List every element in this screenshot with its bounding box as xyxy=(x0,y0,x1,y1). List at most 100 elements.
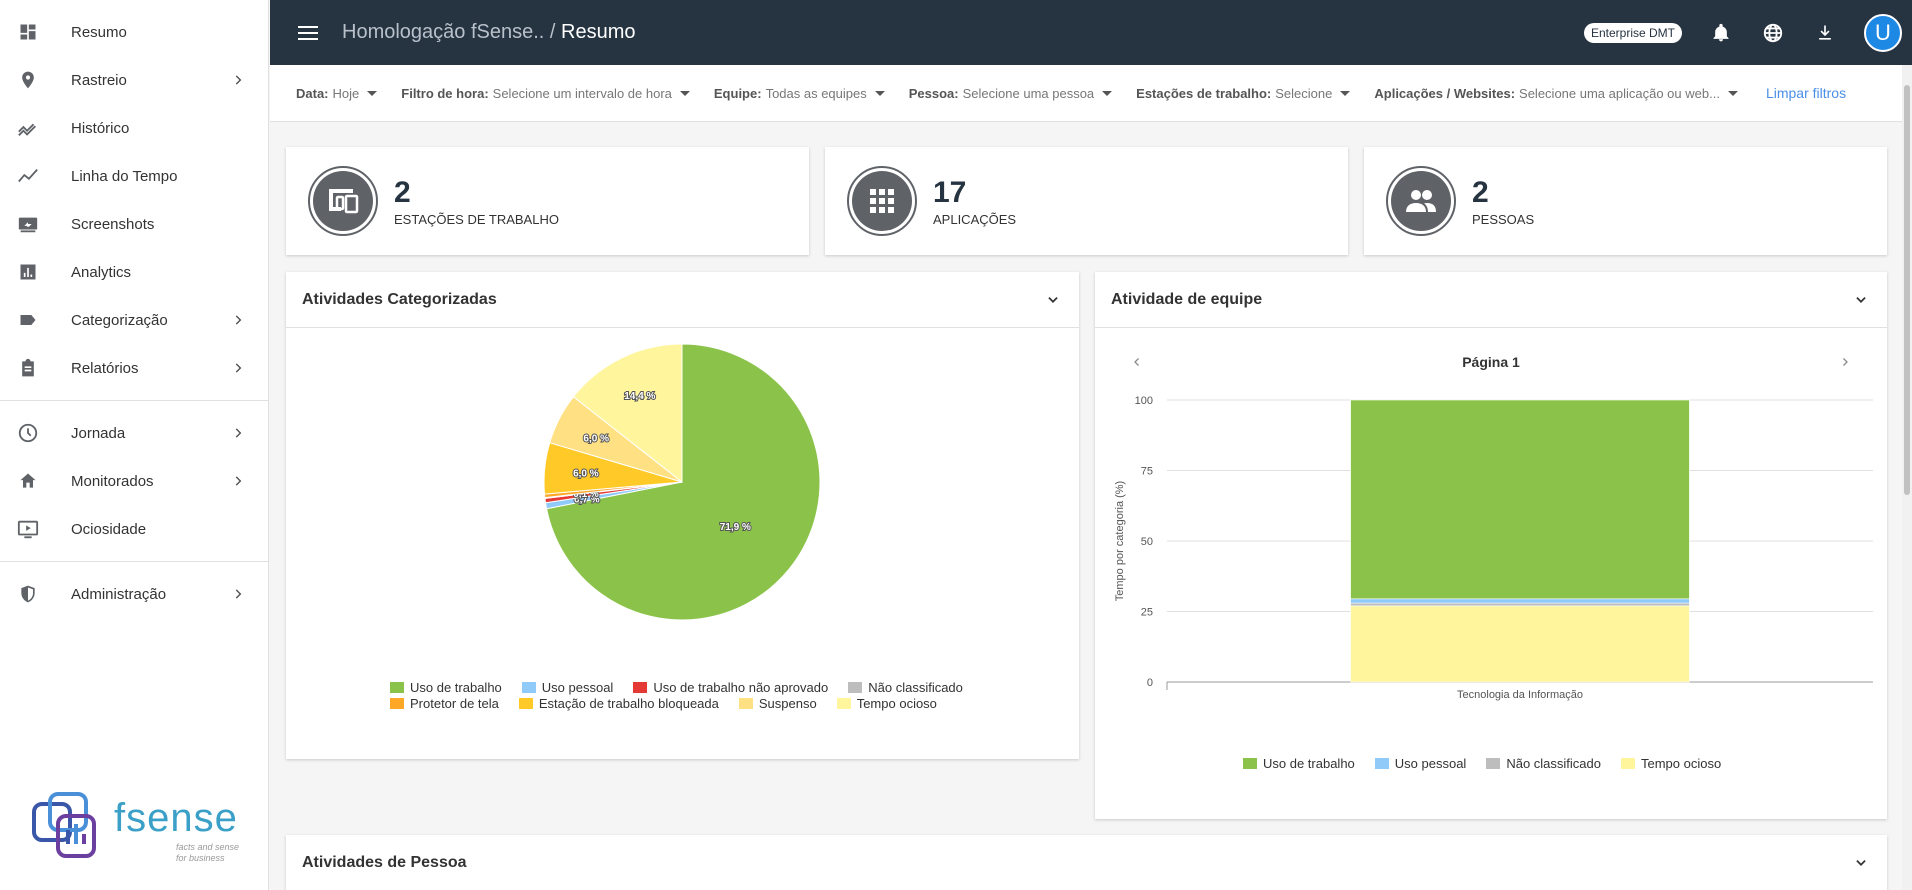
y-tick-label: 0 xyxy=(1147,677,1153,689)
caret-down-icon xyxy=(874,90,885,96)
caret-down-icon xyxy=(1340,90,1351,96)
bar-segment-uso-pessoal[interactable] xyxy=(1350,598,1690,604)
monitor-play-icon xyxy=(16,517,40,541)
plan-badge: Enterprise DMT xyxy=(1583,22,1682,43)
chevron-right-icon xyxy=(228,423,248,443)
chevron-left-icon[interactable] xyxy=(1131,354,1147,370)
legend-item-uso-de-trabalho[interactable]: Uso de trabalho xyxy=(390,680,502,695)
scrollbar-thumb[interactable] xyxy=(1904,85,1910,495)
globe-icon[interactable] xyxy=(1760,20,1786,46)
legend-item-estacao-de-trabalho-bloqueada[interactable]: Estação de trabalho bloqueada xyxy=(518,696,719,711)
legend-label: Não classificado xyxy=(1506,756,1601,771)
clipboard-icon xyxy=(16,356,40,380)
filter-value: Todas as equipes xyxy=(765,85,867,101)
filter-estacoes[interactable]: Estações de trabalho: Selecione xyxy=(1136,85,1351,101)
filter-value: Selecione um intervalo de hora xyxy=(492,85,672,101)
sidebar-item-label: Ociosidade xyxy=(71,520,147,538)
legend-swatch xyxy=(1243,758,1257,769)
people-circle xyxy=(1386,166,1456,236)
legend-swatch xyxy=(1620,758,1635,769)
sidebar-item-resumo[interactable]: Resumo xyxy=(0,8,268,56)
legend-item-uso-pessoal[interactable]: Uso pessoal xyxy=(521,680,613,695)
stat-card-workstations: 2 ESTAÇÕES DE TRABALHO xyxy=(286,147,809,255)
sidebar-item-administracao[interactable]: Administração xyxy=(0,570,268,618)
panel-person-activities: Atividades de Pessoa xyxy=(286,835,1887,890)
sidebar-item-historico[interactable]: Histórico xyxy=(0,104,268,152)
legend-swatch xyxy=(1374,758,1389,769)
y-tick-label: 75 xyxy=(1141,466,1153,478)
legend-item-nao-classificado[interactable]: Não classificado xyxy=(848,680,963,695)
breadcrumb-org[interactable]: Homologação fSense.. / xyxy=(342,21,556,43)
legend-item-uso-de-trabalho[interactable]: Uso de trabalho xyxy=(1243,756,1355,771)
filter-equipe[interactable]: Equipe: Todas as equipes xyxy=(714,86,885,101)
clear-filters-link[interactable]: Limpar filtros xyxy=(1765,85,1847,101)
chevron-down-icon[interactable] xyxy=(1851,853,1871,873)
legend-item-tempo-ocioso[interactable]: Tempo ocioso xyxy=(836,696,937,711)
download-icon[interactable] xyxy=(1812,20,1838,46)
bar-legend: Uso de trabalho Uso pessoal Não classifica… xyxy=(1243,756,1741,771)
legend-item-protetor-de-tela[interactable]: Protetor de tela xyxy=(390,696,499,711)
panel-title: Atividades de Pessoa xyxy=(302,854,467,871)
menu-icon[interactable] xyxy=(296,21,320,45)
filter-label: Filtro de hora: xyxy=(401,85,489,101)
sidebar-item-label: Resumo xyxy=(71,23,127,41)
filter-label: Equipe: xyxy=(713,85,762,101)
stat-label: APLICAÇÕES xyxy=(933,211,1017,227)
legend-item-uso-pessoal[interactable]: Uso pessoal xyxy=(1374,756,1467,771)
panel-categorized-activities: Atividades Categorizadas 71,9 % 0,7 % 0,1 … xyxy=(286,272,1079,759)
legend-label: Uso de trabalho não aprovado xyxy=(653,680,829,695)
sidebar-item-relatorios[interactable]: Relatórios xyxy=(0,344,268,392)
avatar[interactable]: U xyxy=(1864,13,1902,52)
stat-number: 2 xyxy=(394,175,411,209)
sidebar-item-jornada[interactable]: Jornada xyxy=(0,409,268,457)
bell-icon[interactable] xyxy=(1708,20,1734,46)
filter-hora[interactable]: Filtro de hora: Selecione um intervalo de… xyxy=(401,86,690,101)
stat-number: 17 xyxy=(933,175,967,209)
filter-aplicacoes[interactable]: Aplicações / Websites: Selecione uma apli… xyxy=(1374,86,1738,101)
sidebar-item-categorizacao[interactable]: Categorização xyxy=(0,296,268,344)
chevron-down-icon[interactable] xyxy=(1043,290,1063,310)
stacked-bar-chart: 0 25 50 75 100 Tempo por categoria (%) Tecnolo… xyxy=(1114,395,1873,701)
sidebar-item-label: Analytics xyxy=(71,263,132,281)
chevron-down-icon[interactable] xyxy=(1851,290,1871,310)
bar-segment-uso-de-trabalho[interactable] xyxy=(1350,399,1690,600)
panel-title: Atividade de equipe xyxy=(1111,290,1263,308)
logo-tagline-1: facts and sense xyxy=(176,842,240,852)
legend-label: Uso pessoal xyxy=(1394,756,1467,771)
pie-data-label: 14,4 % xyxy=(624,391,655,402)
pie-slice-tempo-ocioso[interactable] xyxy=(572,343,683,484)
sidebar-item-ociosidade[interactable]: Ociosidade xyxy=(0,505,268,553)
sidebar-item-analytics[interactable]: Analytics xyxy=(0,248,268,296)
legend-item-uso-de-trabalho-nao-aprovado[interactable]: Uso de trabalho não aprovado xyxy=(633,680,828,695)
x-tick-label: Tecnologia da Informação xyxy=(1457,689,1583,701)
nav-divider xyxy=(0,400,268,401)
sidebar-item-label: Histórico xyxy=(71,119,130,137)
sidebar-item-linha-do-tempo[interactable]: Linha do Tempo xyxy=(0,152,268,200)
sidebar-item-label: Linha do Tempo xyxy=(71,167,178,185)
sidebar-item-label: Administração xyxy=(71,585,167,603)
bar-segment-tempo-ocioso[interactable] xyxy=(1350,605,1690,683)
sidebar-item-screenshots[interactable]: Screenshots xyxy=(0,200,268,248)
legend-item-suspenso[interactable]: Suspenso xyxy=(738,696,817,711)
chevron-right-icon xyxy=(228,358,248,378)
filter-label: Pessoa: xyxy=(908,85,959,101)
filter-label: Estações de trabalho: xyxy=(1136,85,1272,101)
nav-group-journey: Jornada Monitorados Ociosidade xyxy=(0,409,268,553)
filter-pessoa[interactable]: Pessoa: Selecione uma pessoa xyxy=(908,85,1113,101)
caret-down-icon xyxy=(679,90,690,96)
bar-segment-nao-classificado[interactable] xyxy=(1350,602,1690,607)
nav-divider xyxy=(0,561,268,562)
pie-slice-uso-de-trabalho[interactable] xyxy=(546,343,821,621)
sidebar-item-label: Relatórios xyxy=(71,359,139,377)
sidebar-item-rastreio[interactable]: Rastreio xyxy=(0,56,268,104)
stat-label: PESSOAS xyxy=(1472,211,1535,227)
sidebar-item-monitorados[interactable]: Monitorados xyxy=(0,457,268,505)
legend-item-tempo-ocioso[interactable]: Tempo ocioso xyxy=(1620,756,1721,771)
filter-data[interactable]: Data: Hoje xyxy=(296,86,378,101)
logo-tagline-2: for business xyxy=(176,853,225,863)
chevron-right-icon[interactable] xyxy=(1839,354,1855,370)
pie-legend-row-1: Uso de trabalho Uso pessoal Uso de trabalh… xyxy=(390,680,983,695)
page-scrollbar[interactable] xyxy=(1902,65,1912,890)
legend-item-nao-classificado[interactable]: Não classificado xyxy=(1486,756,1601,771)
panel-header: Atividade de equipe xyxy=(1095,272,1887,328)
